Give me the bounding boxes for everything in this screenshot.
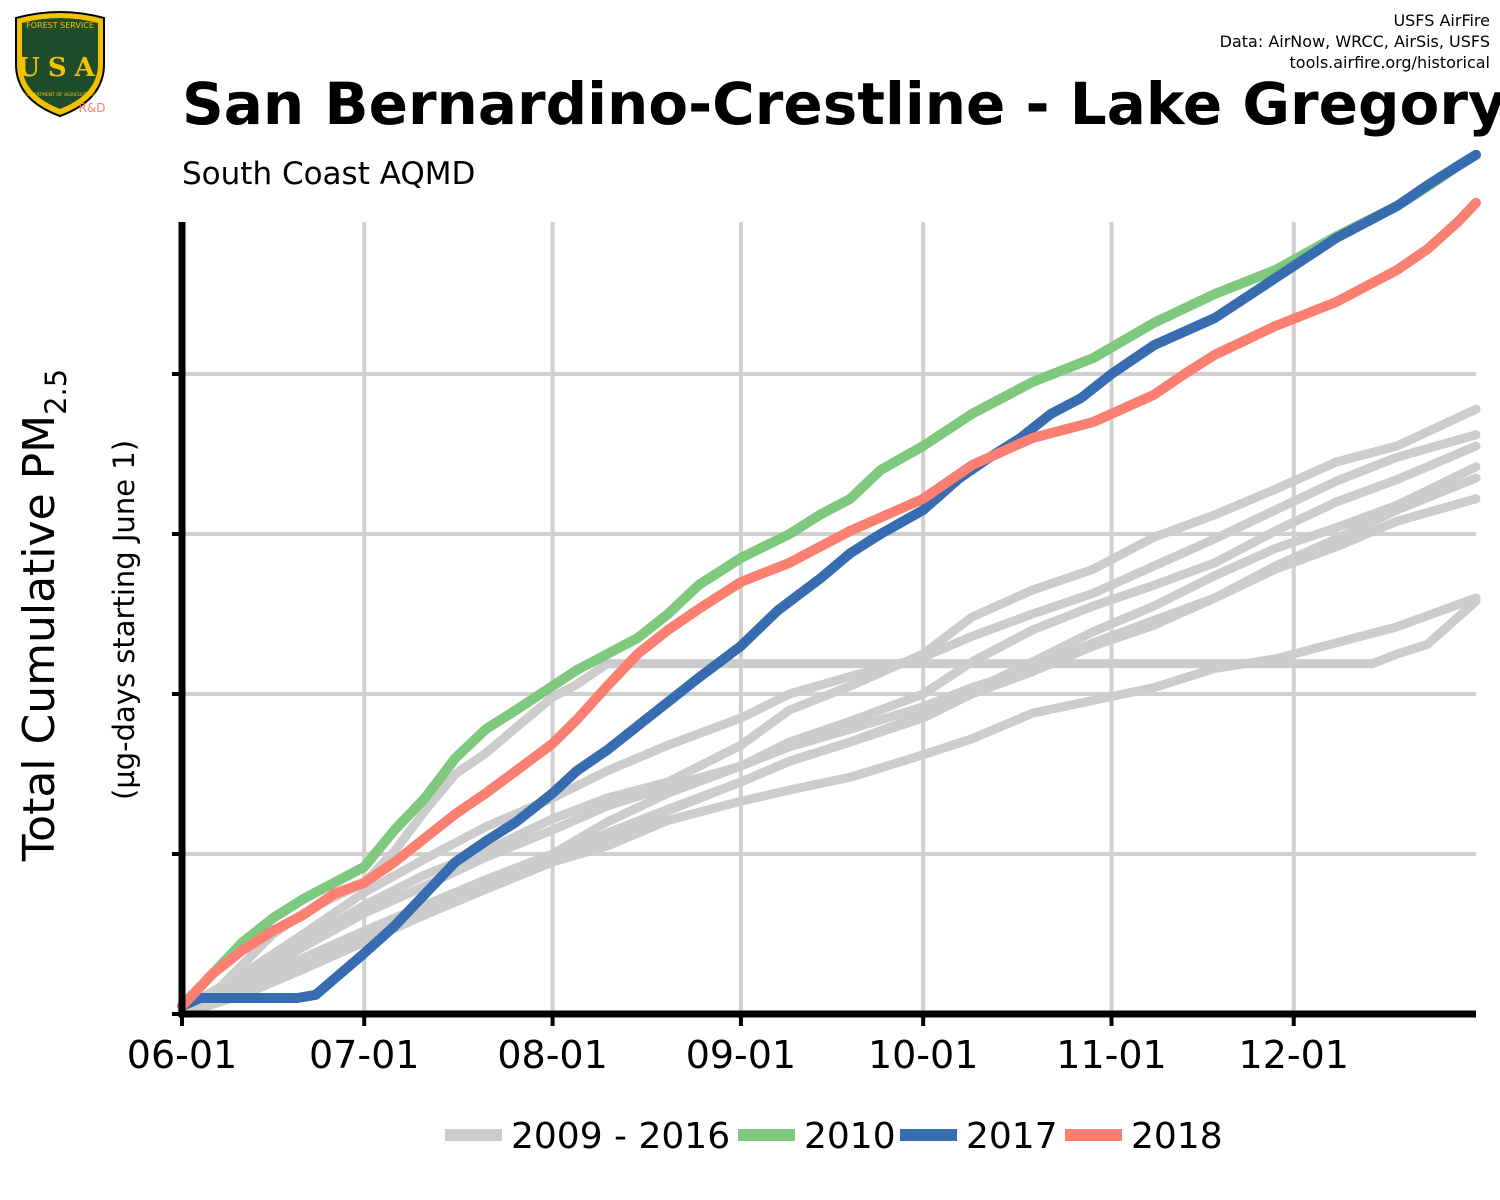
series-line-2009-2016 [177, 404, 1481, 1016]
series-line-2009-2016 [177, 596, 1481, 1016]
logo-bottom-text: DEPARTMENT OF AGRICULTURE [25, 92, 96, 98]
x-tick-label: 09-01 [686, 1033, 796, 1077]
logo-top-text: FOREST SERVICE [26, 21, 94, 30]
x-tick-label: 08-01 [497, 1033, 607, 1077]
y-axis-label: Total Cumulative PM2.5 [14, 369, 73, 862]
y-axis-label-subscript: 2.5 [39, 369, 73, 415]
logo-letters: USA [17, 53, 103, 83]
logo-badge: R&D [79, 101, 106, 115]
series-line-2010 [177, 149, 1481, 1011]
legend-label: 2018 [1131, 1116, 1223, 1157]
series-line-2009-2016 [177, 430, 1481, 1014]
credit-line-2: Data: AirNow, WRCC, AirSis, USFS [1219, 32, 1490, 51]
chart-title: San Bernardino-Crestline - Lake Gregory [182, 70, 1500, 138]
legend-label: 2010 [804, 1116, 896, 1157]
axes [172, 222, 1476, 1026]
usfs-logo: FOREST SERVICE USA DEPARTMENT OF AGRICUL… [15, 11, 106, 118]
x-tick-label: 06-01 [127, 1033, 237, 1077]
series-line-2018 [177, 197, 1481, 1011]
x-tick-label: 07-01 [309, 1033, 419, 1077]
legend: 2009 - 2016 2010 2017 2018 [445, 1116, 1223, 1157]
credit-line-1: USFS AirFire [1393, 11, 1490, 30]
credit-line-3: tools.airfire.org/historical [1289, 53, 1490, 72]
x-tick-label: 10-01 [868, 1033, 978, 1077]
x-tick-label: 12-01 [1239, 1033, 1349, 1077]
x-tick-label: 11-01 [1056, 1033, 1166, 1077]
series-layer [177, 149, 1481, 1019]
chart-subtitle: South Coast AQMD [182, 156, 476, 192]
y-axis-label-main: Total Cumulative PM [14, 415, 65, 862]
series-line-2017 [177, 149, 1481, 1011]
data-credits: USFS AirFire Data: AirNow, WRCC, AirSis,… [1220, 10, 1490, 73]
legend-label: 2009 - 2016 [511, 1116, 730, 1157]
legend-label: 2017 [966, 1116, 1058, 1157]
y-axis-title: Total Cumulative PM2.5 (µg-days starting… [14, 369, 141, 862]
x-tick-labels: 06-01 07-01 08-01 09-01 10-01 11-01 12-01 [127, 1033, 1349, 1077]
y-axis-label-secondary: (µg-days starting June 1) [107, 440, 141, 800]
series-line-2009-2016 [177, 441, 1481, 1016]
